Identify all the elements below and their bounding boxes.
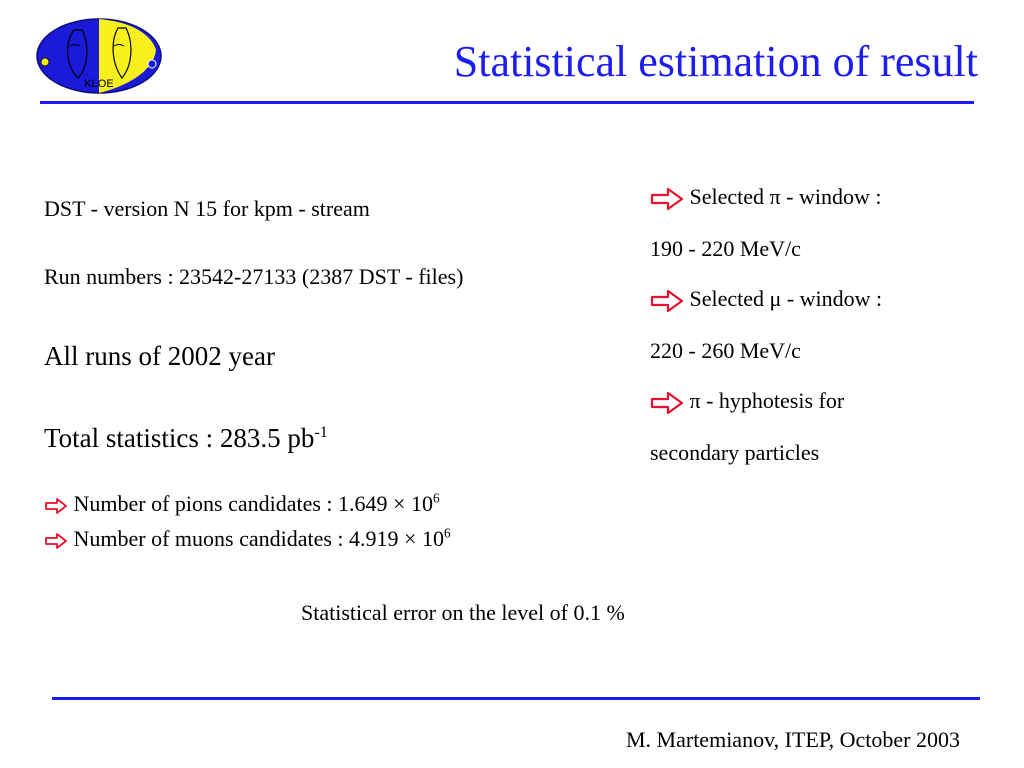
logo-text: KLOE (84, 78, 113, 90)
total-statistics-exponent: -1 (314, 423, 328, 441)
total-statistics-line: Total statistics : 283.5 pb-1 (44, 422, 328, 454)
footer-author: M. Martemianov, ITEP, October 2003 (625, 727, 960, 752)
all-runs-line: All runs of 2002 year (44, 341, 275, 371)
pions-candidates-line: Number of pions candidates : 1.649 × 106 (44, 491, 440, 517)
pi-window-item: Selected π - window : (650, 184, 881, 211)
pions-candidates-text: Number of pions candidates : 1.649 × 10 (73, 491, 433, 516)
hypothesis-continuation: secondary particles (650, 440, 820, 465)
right-arrow-icon (45, 498, 67, 514)
right-arrow-icon (650, 391, 684, 415)
muons-candidates-line: Number of muons candidates : 4.919 × 106 (44, 526, 451, 552)
total-statistics-text: Total statistics : 283.5 pb (44, 423, 315, 453)
statistical-error-line: Statistical error on the level of 0.1 % (301, 600, 625, 625)
footer-rule (52, 697, 980, 700)
slide-title: Statistical estimation of result (453, 37, 978, 86)
right-arrow-icon (650, 289, 684, 313)
hypothesis-item: π - hyphotesis for (650, 388, 844, 415)
right-arrow-icon (45, 533, 67, 549)
pions-exponent: 6 (432, 490, 440, 506)
hypothesis-label: π - hyphotesis for (689, 388, 845, 413)
mu-window-range: 220 - 260 MeV/c (650, 338, 801, 363)
dst-version-line: DST - version N 15 for kpm - stream (44, 196, 370, 221)
muons-exponent: 6 (443, 525, 451, 541)
mu-window-label: Selected μ - window : (689, 286, 883, 311)
pi-window-label: Selected π - window : (689, 184, 882, 209)
run-numbers-line: Run numbers : 23542-27133 (2387 DST - fi… (44, 264, 464, 289)
mu-window-item: Selected μ - window : (650, 286, 882, 313)
muons-candidates-text: Number of muons candidates : 4.919 × 10 (73, 526, 444, 551)
title-rule (40, 101, 974, 104)
pi-window-range: 190 - 220 MeV/c (650, 236, 801, 261)
kloe-logo: KLOE (36, 18, 162, 94)
right-arrow-icon (650, 187, 684, 211)
